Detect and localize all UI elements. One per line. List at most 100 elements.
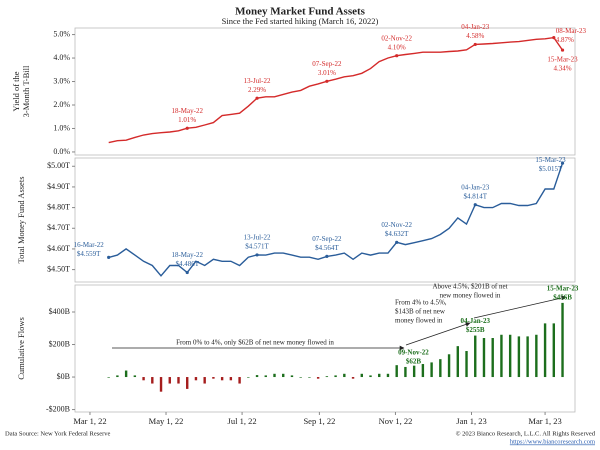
point bbox=[395, 54, 399, 58]
annotation-date: 15-Mar-23 bbox=[547, 56, 578, 64]
bar bbox=[151, 377, 154, 384]
x-tick-label: Mar 1, 23 bbox=[528, 416, 561, 426]
y-tick-label: $4.70T bbox=[47, 223, 70, 232]
bar bbox=[508, 334, 512, 378]
panel-frame bbox=[74, 157, 576, 283]
annotation-date: 15-Mar-23 bbox=[547, 284, 579, 292]
bar bbox=[238, 377, 241, 384]
note: new money flowed in bbox=[440, 292, 501, 300]
bar bbox=[203, 377, 206, 384]
chart-title: Money Market Fund Assets bbox=[235, 6, 366, 18]
panel-frame bbox=[74, 284, 576, 413]
bar bbox=[439, 359, 442, 378]
bar bbox=[343, 373, 346, 378]
bar bbox=[561, 302, 564, 378]
bar bbox=[447, 354, 451, 378]
annotation-value: 4.58% bbox=[466, 32, 484, 40]
panel-frame bbox=[74, 27, 576, 156]
y-tick-label: $0B bbox=[57, 372, 70, 381]
bar bbox=[177, 377, 180, 384]
annotation-value: $62B bbox=[406, 358, 422, 366]
annotation-value: $4.486T bbox=[175, 260, 199, 268]
point bbox=[107, 255, 111, 260]
bar bbox=[474, 335, 477, 378]
annotation-value: $255B bbox=[466, 326, 485, 334]
bar bbox=[535, 334, 538, 378]
bar bbox=[107, 377, 110, 378]
line bbox=[108, 36, 564, 144]
bar bbox=[552, 323, 556, 378]
annotation-value: $4.814T bbox=[463, 192, 487, 200]
bar bbox=[378, 373, 381, 378]
bar bbox=[212, 377, 215, 379]
bar bbox=[421, 364, 425, 378]
bar bbox=[264, 375, 267, 378]
point bbox=[473, 203, 477, 207]
note: From 4% to 4.5%, bbox=[395, 299, 447, 307]
y-tick-label: $4.60T bbox=[47, 244, 70, 253]
note: $143B of net new bbox=[395, 308, 446, 316]
bar bbox=[500, 334, 503, 378]
bar bbox=[133, 375, 137, 378]
annotation-value: $456B bbox=[553, 293, 572, 301]
bar bbox=[159, 377, 163, 392]
annotation-date: 15-Mar-23 bbox=[535, 156, 566, 164]
y-tick-label: $400B bbox=[49, 307, 70, 316]
annotation-date: 02-Nov-22 bbox=[381, 221, 412, 229]
note: Above 4.5%, $201B of net bbox=[432, 283, 507, 291]
point bbox=[185, 270, 189, 275]
bar bbox=[360, 373, 363, 378]
point bbox=[560, 161, 565, 165]
bar bbox=[491, 338, 494, 378]
bar bbox=[255, 375, 259, 378]
annotation-date: 16-Mar-22 bbox=[74, 241, 105, 249]
note: money flowed in bbox=[395, 317, 443, 325]
arrow bbox=[473, 295, 567, 319]
bar bbox=[194, 377, 198, 381]
bar bbox=[369, 375, 372, 378]
bar bbox=[465, 351, 468, 378]
annotation-value: 2.29% bbox=[248, 86, 266, 94]
y-tick-label: $4.90T bbox=[47, 182, 70, 191]
bar bbox=[168, 377, 171, 384]
bar bbox=[282, 373, 285, 378]
annotation-date: 13-Jul-22 bbox=[244, 77, 271, 85]
line bbox=[108, 162, 564, 277]
annotation-date: 13-Jul-22 bbox=[244, 234, 271, 242]
bar bbox=[386, 373, 390, 378]
annotation-date: 08-Mar-23 bbox=[556, 27, 587, 35]
bar bbox=[517, 336, 521, 378]
x-tick-label: Sep 1, 22 bbox=[303, 416, 335, 426]
bar bbox=[290, 375, 294, 378]
bar bbox=[308, 377, 311, 378]
note: From 0% to 4%, only $62B of net new mone… bbox=[176, 339, 334, 347]
x-tick-label: Nov 1, 22 bbox=[379, 416, 413, 426]
point bbox=[552, 36, 556, 40]
bar bbox=[142, 377, 145, 381]
annotation-value: 1.01% bbox=[178, 116, 196, 124]
bar bbox=[299, 377, 302, 378]
point bbox=[325, 79, 329, 83]
copyright: © 2023 Bianco Research, L.L.C. All Right… bbox=[456, 430, 596, 437]
bar bbox=[334, 375, 337, 378]
annotation-date: 18-May-22 bbox=[171, 107, 203, 115]
bar bbox=[482, 338, 486, 378]
annotation-date: 07-Sep-22 bbox=[312, 60, 342, 68]
bar bbox=[220, 377, 224, 381]
annotation-date: 04-Jan-23 bbox=[461, 23, 489, 31]
bar bbox=[325, 376, 329, 378]
bar bbox=[404, 366, 407, 378]
source: Data Source: New York Federal Reserve bbox=[5, 430, 111, 437]
y-axis-label: Yield of the bbox=[11, 71, 21, 111]
point bbox=[560, 48, 565, 52]
chart-subtitle: Since the Fed started hiking (March 16, … bbox=[222, 16, 379, 26]
bar bbox=[124, 370, 128, 378]
annotation-value: $5.015T bbox=[539, 165, 563, 173]
y-tick-label: $4.50T bbox=[47, 264, 70, 273]
y-tick-label: 1.0% bbox=[53, 123, 70, 132]
annotation-date: 04-Jan-23 bbox=[460, 317, 490, 325]
annotation-value: $4.571T bbox=[245, 243, 269, 251]
annotation-date: 09-Nov-22 bbox=[398, 349, 429, 357]
annotation-value: $4.559T bbox=[77, 250, 101, 258]
